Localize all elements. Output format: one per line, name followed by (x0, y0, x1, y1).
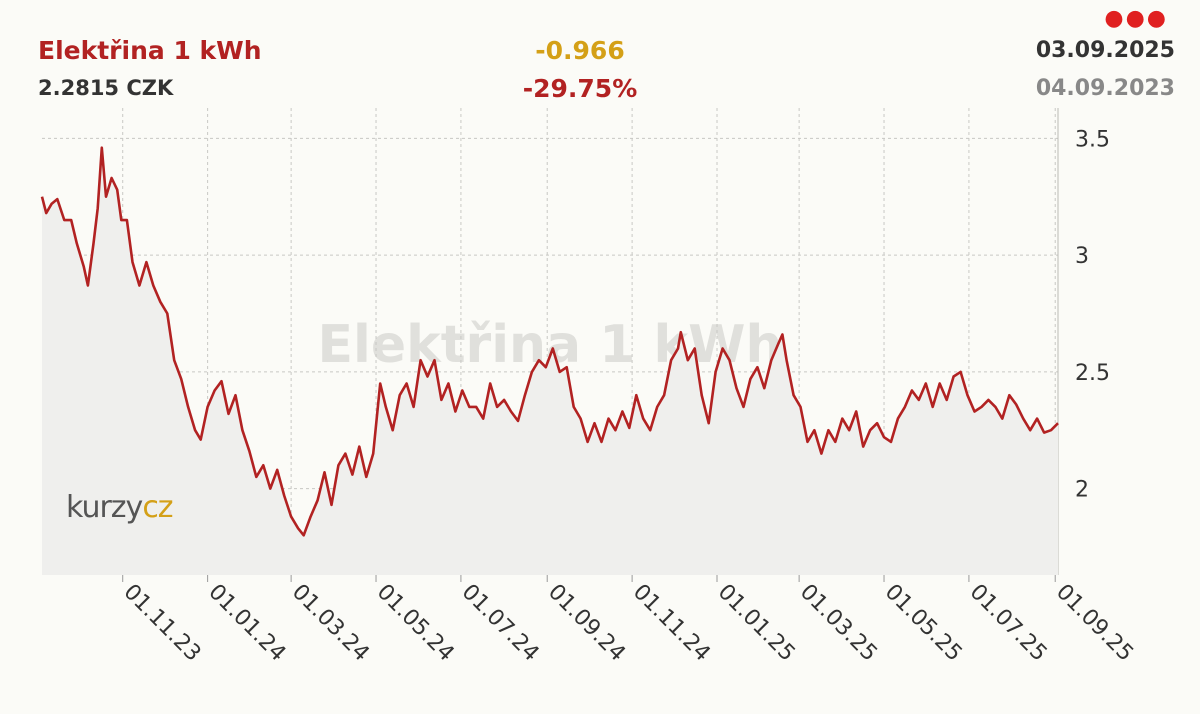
date-start: 04.09.2023 (1035, 76, 1175, 101)
logo-text-cz: cz (142, 490, 172, 525)
date-end: 03.09.2025 (1035, 38, 1175, 63)
kurzy-logo: kurzycz (66, 490, 173, 525)
x-tick-label: 01.07.24 (457, 580, 544, 667)
y-tick-label: 2 (1075, 478, 1089, 503)
x-tick-label: 01.05.24 (372, 580, 459, 667)
x-tick-label: 01.11.24 (628, 580, 715, 667)
x-tick-label: 01.01.25 (713, 580, 800, 667)
logo-text-kurzy: kurzy (66, 490, 143, 525)
x-tick-label: 01.03.25 (795, 580, 882, 667)
y-axis: 2 2.5 3 3.5 (1075, 127, 1110, 502)
current-price: 2.2815 CZK (38, 76, 174, 100)
x-tick-label: 01.07.25 (965, 580, 1052, 667)
more-dots-icon[interactable]: ●●● (1104, 6, 1168, 31)
x-tick-label: 01.09.24 (543, 580, 630, 667)
price-area (42, 147, 1058, 575)
price-change-percent: -29.75% (522, 74, 638, 103)
x-tick-label: 01.11.23 (118, 580, 205, 667)
y-tick-label: 3.5 (1075, 127, 1110, 152)
x-tick-label: 01.01.24 (203, 580, 290, 667)
x-tick-label: 01.03.24 (287, 580, 374, 667)
instrument-title: Elektřina 1 kWh (38, 36, 262, 65)
x-tick-label: 01.05.25 (880, 580, 967, 667)
y-tick-label: 3 (1075, 244, 1089, 269)
y-tick-label: 2.5 (1075, 361, 1110, 386)
x-tick-label: 01.09.25 (1051, 580, 1138, 667)
price-change: -0.966 (535, 36, 625, 65)
x-axis: 01.11.2301.01.2401.03.2401.05.2401.07.24… (118, 575, 1138, 667)
price-line (40, 146, 1059, 537)
